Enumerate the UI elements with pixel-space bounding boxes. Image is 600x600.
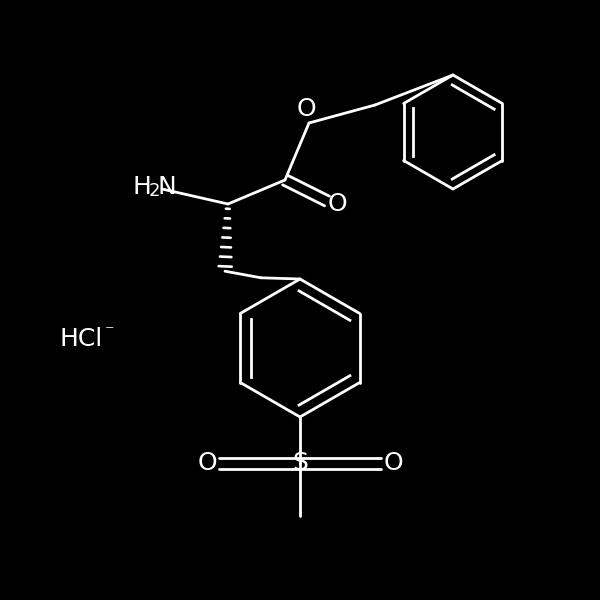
Text: O: O xyxy=(383,451,403,475)
Text: 2: 2 xyxy=(149,182,161,200)
Text: O: O xyxy=(296,97,316,121)
Text: ⁻: ⁻ xyxy=(105,323,115,341)
Text: O: O xyxy=(197,451,217,475)
Text: H: H xyxy=(133,175,152,199)
Text: N: N xyxy=(157,175,176,199)
Text: S: S xyxy=(292,451,308,475)
Text: O: O xyxy=(328,192,347,216)
Text: HCl: HCl xyxy=(60,327,103,351)
